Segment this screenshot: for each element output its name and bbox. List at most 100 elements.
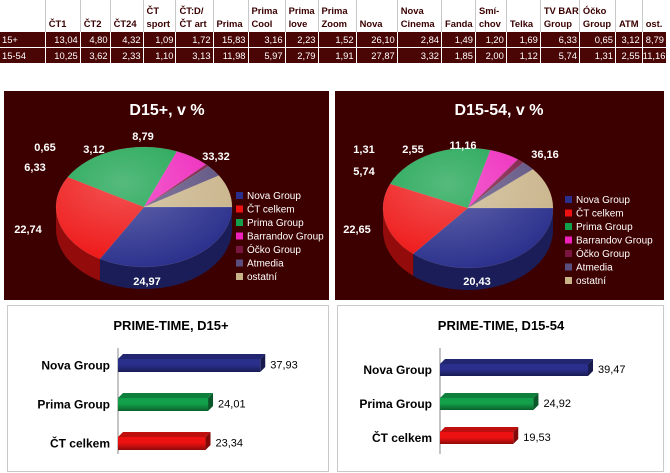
bar-top <box>440 427 519 432</box>
bar-side <box>205 432 211 450</box>
table-cell: 2,23 <box>284 31 318 48</box>
legend-label: Barrandov Group <box>247 232 324 243</box>
table-row: 15+ 13,04 4,80 4,32 1,09 1,72 15,83 3,16 2,23 1,5… <box>0 31 666 48</box>
table-cell: 3,12 <box>614 31 643 48</box>
pie-panel-d15-54: D15-54, v % 36,16 20,43 22,65 5,74 1,31 2,55 11… <box>335 91 664 300</box>
table-header-cell: ČT sport <box>142 0 176 32</box>
pie-data-label: 3,12 <box>83 144 104 156</box>
table-body: 15+ 13,04 4,80 4,32 1,09 1,72 15,83 3,16 2,23 1,5… <box>0 31 666 63</box>
table-cell: 3,16 <box>247 31 286 48</box>
legend-swatch <box>236 219 243 226</box>
bar-side <box>513 427 519 444</box>
table-header-cell: Prima <box>212 0 249 32</box>
table-cell: 1,12 <box>505 47 541 63</box>
table-cell: 4,80 <box>79 31 111 48</box>
bar-data-label: 37,93 <box>270 360 298 372</box>
pie-slice-side <box>413 208 553 290</box>
table-header-cell: Prima Cool <box>247 0 286 32</box>
legend-label: Atmedia <box>576 263 613 274</box>
pie-data-label: 20,43 <box>463 276 491 288</box>
category-label: Nova Group <box>41 359 110 373</box>
bar-nova-group <box>118 359 261 372</box>
bar-nova-group <box>440 364 589 376</box>
legend-swatch <box>565 196 572 203</box>
legend-label: Óčko Group <box>247 243 301 256</box>
category-label: Prima Group <box>359 397 432 411</box>
pie-chart-d15-54: D15-54, v % 36,16 20,43 22,65 5,74 1,31 2,55 11… <box>343 102 653 290</box>
table-cell: 4,32 <box>109 31 144 48</box>
bar-panel-d15plus: PRIME-TIME, D15+ Nova Group 37,93 Prima Gro… <box>7 305 329 472</box>
table-cell: 1,09 <box>142 31 176 48</box>
table-cell: 1,10 <box>142 47 176 63</box>
chart-title: D15-54, v % <box>455 102 544 119</box>
bar-data-label: 24,92 <box>543 398 571 410</box>
bar-top <box>440 359 594 364</box>
table-row: 15-54 10,25 3,62 2,33 1,10 3,13 11,98 5,97 2,79 1… <box>0 47 666 63</box>
pie-slice-side <box>383 208 414 276</box>
bar--t-celkem <box>118 437 206 450</box>
category-label: ČT celkem <box>372 430 432 445</box>
legend-label: Óčko Group <box>576 247 630 260</box>
legend-swatch <box>236 232 243 240</box>
legend-label: ostatní <box>247 272 277 283</box>
table-cell: 1,49 <box>441 31 476 48</box>
legend-swatch <box>565 209 572 217</box>
table-cell: 2,33 <box>109 47 144 63</box>
legend-swatch <box>565 223 572 230</box>
category-label: Prima Group <box>37 398 110 412</box>
chart-title: D15+, v % <box>129 102 204 119</box>
table-cell: 2,84 <box>396 31 442 48</box>
table-cell: 11,16 <box>641 47 666 63</box>
table-cell: 2,00 <box>474 47 507 63</box>
table-header-cell: ATM <box>614 0 643 32</box>
table-cell: 2,55 <box>614 47 643 63</box>
legend-label: Prima Group <box>576 222 633 233</box>
table-cell: 1,72 <box>175 31 214 48</box>
bar-chart-d15-54: PRIME-TIME, D15-54 Nova Group 39,47 Prima G… <box>359 318 626 454</box>
table-cell: 1,20 <box>474 31 507 48</box>
pie-data-label: 11,16 <box>450 140 477 152</box>
pie-data-label: 22,65 <box>343 224 371 236</box>
table-cell: 1,52 <box>317 31 357 48</box>
bar-data-label: 24,01 <box>218 399 246 411</box>
table-header-cell: ost. <box>641 0 666 32</box>
legend-swatch <box>236 259 243 267</box>
legend-swatch <box>565 250 572 257</box>
legend-label: ostatní <box>576 276 606 287</box>
table-cell: 3,62 <box>79 47 111 63</box>
table-cell: 0,65 <box>578 31 616 48</box>
legend-swatch <box>236 205 243 213</box>
bar-data-label: 23,34 <box>216 438 244 450</box>
table-header-cell: Fanda <box>441 0 476 32</box>
category-label: Nova Group <box>363 363 432 377</box>
bar-top <box>118 354 266 359</box>
legend-swatch <box>236 192 243 199</box>
bar-prima-group <box>118 398 209 411</box>
table-header-cell: ČT1 <box>44 0 81 32</box>
table-cell: 27,87 <box>355 47 398 63</box>
legend-label: Barrandov Group <box>576 236 653 247</box>
legend-label: ČT celkem <box>247 203 295 216</box>
pie-slice-side <box>99 207 233 289</box>
pie-data-label: 0,65 <box>34 142 55 154</box>
legend-swatch <box>236 246 243 253</box>
legend-label: Prima Group <box>247 218 304 229</box>
legend-label: Nova Group <box>576 195 630 206</box>
table-cell: 6,33 <box>539 31 580 48</box>
pie-data-label: 24,97 <box>133 276 161 288</box>
table-header-cell: Prima Zoom <box>317 0 357 32</box>
table-header-cell: Smí- chov <box>474 0 507 32</box>
table-cell: 11,98 <box>212 47 249 63</box>
table-header-cell: Telka <box>505 0 541 32</box>
bar-top <box>440 393 539 398</box>
table-cell: 1,31 <box>578 47 616 63</box>
legend-label: ČT celkem <box>576 207 624 220</box>
legend-swatch <box>565 277 572 284</box>
legend-swatch <box>565 263 572 271</box>
pie-data-label: 22,74 <box>14 224 42 236</box>
pie-chart-d15plus: D15+, v % 33,32 24,97 22,74 6,33 0,65 3,12 8,79… <box>14 102 324 289</box>
table-header-row: ČT1 ČT2 ČT24 ČT sport ČT:D/ ČT art Prima Prima… <box>0 0 666 32</box>
table-header-cell <box>0 0 46 32</box>
pie-panel-d15plus: D15+, v % 33,32 24,97 22,74 6,33 0,65 3,12 8,79… <box>4 91 329 300</box>
table-cell: 10,25 <box>44 47 81 63</box>
